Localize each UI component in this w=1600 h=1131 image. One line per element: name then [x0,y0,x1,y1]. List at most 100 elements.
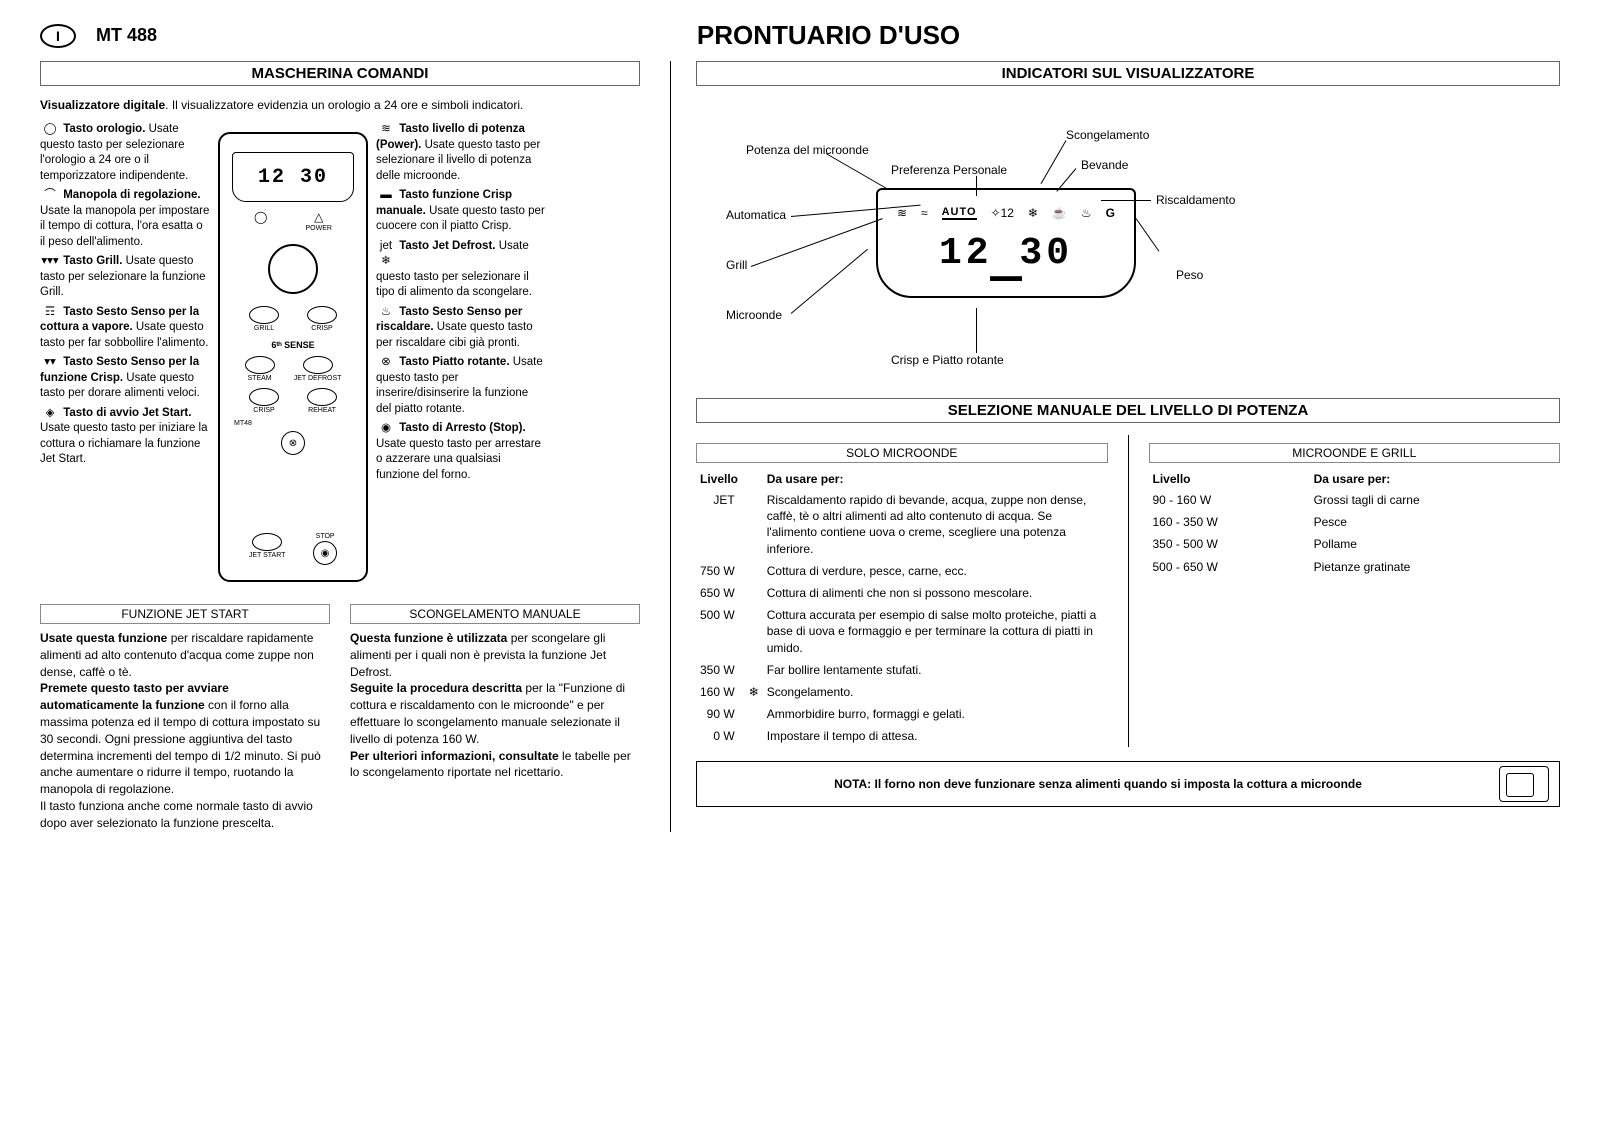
callout-icon: ▾▾▾ [40,254,60,270]
lbl-scongelamento: Scongelamento [1066,128,1149,142]
steam-button-icon [245,356,275,374]
power-level: 500 W [696,604,745,659]
row-icon: ❄ [745,681,763,703]
power-level: 90 - 160 W [1149,489,1310,511]
language-badge: I [40,24,76,48]
clock-icon: ◯ [254,210,267,224]
row-icon [745,489,763,560]
power-use: Cottura di alimenti che non si possono m… [763,582,1108,604]
callout-icon: ⊗ [376,355,396,371]
table-row: 90 WAmmorbidire burro, formaggi e gelati… [696,703,1108,725]
intro-bold: Visualizzatore digitale [40,98,165,112]
callout-item: ◯ Tasto orologio. Usate questo tasto per… [40,122,210,184]
callout-item: ♨ Tasto Sesto Senso per riscaldare. Usat… [376,305,546,352]
callout-title: Tasto Jet Defrost. [399,240,495,252]
power-level: 500 - 650 W [1149,556,1310,578]
jetstart-label: JET START [249,552,286,559]
callout-text: Usate questo tasto per arrestare o azzer… [376,438,541,481]
power-level: 750 W [696,560,745,582]
power-level: 160 W [696,681,745,703]
power-section-title: SELEZIONE MANUALE DEL LIVELLO DI POTENZA [696,398,1560,423]
power-level: 0 W [696,725,745,747]
lbl-grill: Grill [726,258,747,272]
indicator-diagram: ≋ ≈ AUTO ✧12 ❄ ☕ ♨ G 12 30 ▬▬ Potenza de… [696,98,1560,378]
callout-title: Tasto di Arresto (Stop). [399,422,526,434]
callout-title: Tasto Grill. [63,255,122,267]
table-row: 90 - 160 WGrossi tagli di carne [1149,489,1561,511]
page-header: I MT 488 PRONTUARIO D'USO [40,20,1560,51]
indicators-section-title: INDICATORI SUL VISUALIZZATORE [696,61,1560,86]
power-level: 650 W [696,582,745,604]
callouts-left: ◯ Tasto orologio. Usate questo tasto per… [40,122,210,472]
stop-icon: ◉ [313,541,337,565]
control-panel-diagram: 12 30 ◯ △POWER GRILL CRISP 6ᵗʰ SENSE STE… [218,132,368,582]
pref-icon: ✧12 [991,206,1014,220]
callout-icon: ≋ [376,122,396,138]
callout-icon: ◈ [40,406,60,422]
js-p1-bold: Usate questa funzione [40,631,167,645]
table-row: 500 - 650 WPietanze gratinate [1149,556,1561,578]
grill-label: GRILL [254,325,274,332]
jetstart-button-icon [252,533,282,551]
callout-item: ◉ Tasto di Arresto (Stop). Usate questo … [376,421,546,483]
defrost-button-icon [303,356,333,374]
callouts-right: ≋ Tasto livello di potenza (Power). Usat… [376,122,546,487]
reheat-icon: ♨ [1081,206,1092,220]
callout-text: Usate questo tasto per iniziare la cottu… [40,422,207,465]
row-icon [745,659,763,681]
page-title: PRONTUARIO D'USO [97,20,1560,51]
power-use: Cottura accurata per esempio di salse mo… [763,604,1108,659]
mg-col1: Livello [1149,469,1310,489]
df-p3-bold: Per ulteriori informazioni, consultate [350,749,559,763]
panel-intro: Visualizzatore digitale. Il visualizzato… [40,98,640,112]
callout-title: Manopola di regolazione. [63,189,200,201]
lbl-peso: Peso [1176,268,1203,282]
jetstart-box: FUNZIONE JET START Usate questa funzione… [40,596,330,832]
panel-model-label: MT48 [220,420,366,427]
js-p3: Il tasto funziona anche come normale tas… [40,798,330,832]
crisp2-button-icon [249,388,279,406]
power-level: JET [696,489,745,560]
indicator-time: 12 30 [878,190,1134,275]
crisp-plate-icon: ▬▬ [990,268,1022,286]
dial-icon [268,244,318,294]
mg-col2: Da usare per: [1310,469,1560,489]
callout-icon: ◯ [40,122,60,138]
callout-item: ⌒ Manopola di regolazione. Usate la mano… [40,188,210,250]
callout-icon: ▾▾ [40,355,60,371]
row-icon [745,725,763,747]
beverage-icon: ☕ [1052,206,1067,220]
callout-item: ◈ Tasto di avvio Jet Start. Usate questo… [40,406,210,468]
reheat-button-icon [307,388,337,406]
sense-label: 6ᵗʰ SENSE [220,340,366,350]
power-use: Far bollire lentamente stufati. [763,659,1108,681]
stop-label: STOP [316,533,335,540]
row-icon [745,703,763,725]
intro-rest: . Il visualizzatore evidenzia un orologi… [165,98,523,112]
callout-icon: ◉ [376,421,396,437]
grill-wave-icon: ≈ [921,206,928,220]
crisp2-label: CRISP [253,407,274,414]
table-row: 750 WCottura di verdure, pesce, carne, e… [696,560,1108,582]
panel-display: 12 30 [232,152,354,202]
callout-icon: ▬ [376,188,396,204]
left-column: MASCHERINA COMANDI Visualizzatore digita… [40,61,640,832]
right-column: INDICATORI SUL VISUALIZZATORE ≋ ≈ AUTO ✧… [670,61,1560,832]
power-use: Pietanze gratinate [1310,556,1560,578]
table-row: JETRiscaldamento rapido di bevande, acqu… [696,489,1108,560]
power-use: Grossi tagli di carne [1310,489,1560,511]
power-label: POWER [306,225,332,232]
crisp-button-icon [307,306,337,324]
power-level: 90 W [696,703,745,725]
callout-item: ≋ Tasto livello di potenza (Power). Usat… [376,122,546,184]
callout-item: jet ❄ Tasto Jet Defrost. Usate questo ta… [376,239,546,301]
callout-icon: ♨ [376,305,396,321]
microwave-icon [1499,766,1549,802]
callout-title: Tasto Piatto rotante. [399,356,509,368]
callout-text: Usate la manopola per impostare il tempo… [40,205,209,248]
microwave-wave-icon: ≋ [897,206,907,220]
power-use: Pesce [1310,511,1560,533]
micro-grill-title: MICROONDE E GRILL [1149,443,1561,463]
grill-button-icon [249,306,279,324]
callout-title: Tasto orologio. [63,123,145,135]
